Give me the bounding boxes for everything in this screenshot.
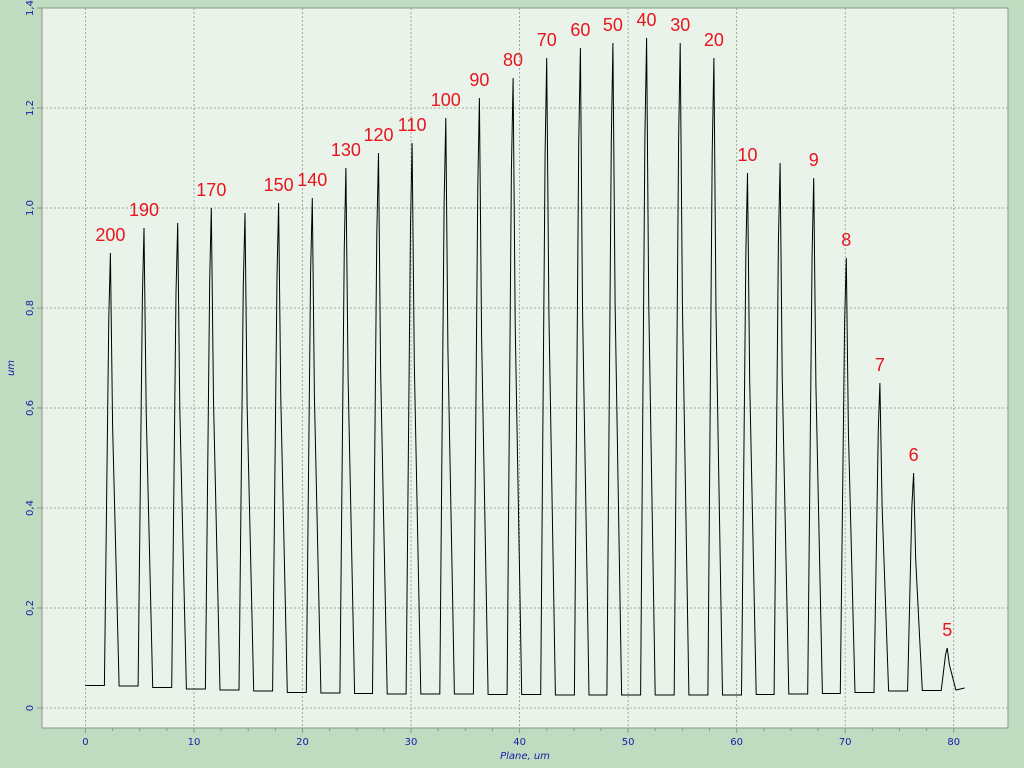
y-axis-label: um (6, 360, 17, 376)
y-tick-label: 1,2 (25, 100, 36, 116)
x-axis-tick-labels: 0 10 20 30 40 50 60 70 80 (82, 737, 960, 748)
y-tick-label: 0,4 (25, 500, 36, 516)
peak-label: 6 (909, 445, 919, 465)
peak-label: 50 (603, 15, 623, 35)
x-tick-label: 40 (513, 737, 526, 748)
y-tick-label: 1,4 (25, 0, 36, 16)
peak-label: 10 (737, 145, 757, 165)
peak-label: 9 (809, 150, 819, 170)
y-tick-label: 0,6 (25, 400, 36, 416)
x-tick-label: 0 (82, 737, 88, 748)
peak-label: 120 (363, 125, 393, 145)
grid-lines (37, 7, 1008, 733)
x-tick-label: 30 (405, 737, 418, 748)
peak-label: 20 (704, 30, 724, 50)
peak-label: 7 (875, 355, 885, 375)
peak-label: 60 (570, 20, 590, 40)
profile-trace-line (85, 37, 965, 696)
y-axis-tick-labels: 0 0,2 0,4 0,6 0,8 1,0 1,2 1,4 (25, 0, 36, 711)
peak-label: 40 (637, 10, 657, 30)
peak-label: 150 (264, 175, 294, 195)
peak-label: 8 (841, 230, 851, 250)
peak-label: 200 (95, 225, 125, 245)
x-tick-label: 10 (188, 737, 201, 748)
y-tick-label: 0 (25, 705, 36, 711)
y-tick-label: 0,2 (25, 600, 36, 616)
x-tick-label: 80 (947, 737, 960, 748)
peak-label: 70 (537, 30, 557, 50)
peak-label: 190 (129, 200, 159, 220)
peak-label: 110 (398, 115, 427, 135)
y-tick-label: 0,8 (25, 300, 36, 316)
peak-label: 100 (431, 90, 461, 110)
y-tick-label: 1,0 (25, 200, 36, 216)
x-tick-label: 60 (730, 737, 743, 748)
peak-label: 130 (331, 140, 361, 160)
peak-label: 140 (297, 170, 327, 190)
x-tick-label: 20 (296, 737, 309, 748)
peak-label: 170 (196, 180, 226, 200)
plot-area (41, 7, 1009, 729)
peak-label: 5 (942, 620, 952, 640)
peak-label: 80 (503, 50, 523, 70)
peak-label: 90 (469, 70, 489, 90)
x-tick-label: 70 (839, 737, 852, 748)
x-axis-label: Plane, um (500, 751, 550, 762)
x-tick-label: 50 (622, 737, 635, 748)
peak-label: 30 (670, 15, 690, 35)
